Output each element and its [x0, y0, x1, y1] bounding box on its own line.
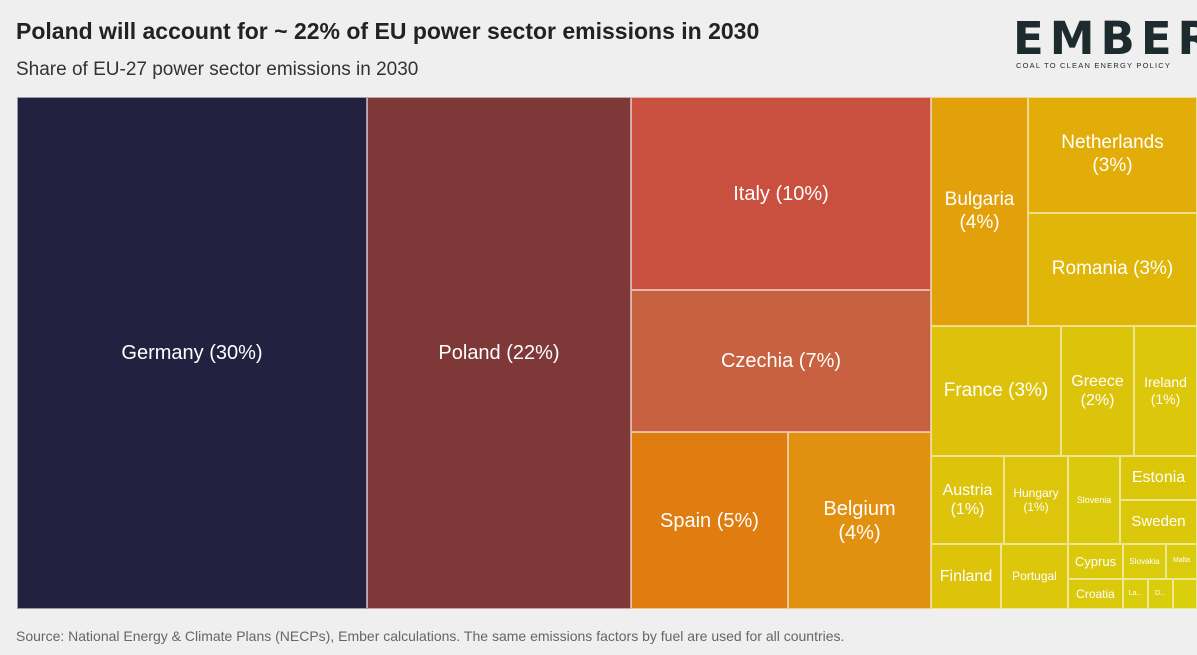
tile-france: France (3%) [931, 326, 1061, 456]
tile-finland: Finland [931, 544, 1001, 609]
tile-netherlands: Netherlands (3%) [1028, 97, 1197, 213]
tile-label-portugal: Portugal [1012, 569, 1057, 584]
tile-spain: Spain (5%) [631, 432, 788, 609]
tile-slovakia: Slovakia [1123, 544, 1166, 579]
tile-label-greece: Greece (2%) [1071, 372, 1124, 409]
tile-romania: Romania (3%) [1028, 213, 1197, 326]
tile-portugal: Portugal [1001, 544, 1068, 609]
tile-label-romania: Romania (3%) [1051, 258, 1174, 280]
tile-label-d: D... [1155, 589, 1166, 597]
tile-label-slovenia: Slovenia [1076, 494, 1112, 505]
tile-label-estonia: Estonia [1131, 469, 1186, 487]
tile-hungary: Hungary (1%) [1004, 456, 1068, 544]
tile-germany: Germany (30%) [17, 97, 367, 609]
source-note: Source: National Energy & Climate Plans … [16, 628, 845, 644]
tile-label-hungary: Hungary (1%) [1013, 485, 1059, 514]
treemap-chart: Germany (30%) Poland (22%) Italy (10%) Czec… [17, 97, 1197, 609]
tile-label-netherlands: Netherlands (3%) [1061, 132, 1164, 176]
chart-subtitle: Share of EU-27 power sector emissions in… [16, 59, 419, 80]
tile-label-spain: Spain (5%) [660, 509, 759, 532]
tile-label-ireland: Ireland (1%) [1144, 374, 1187, 407]
tile-label-finland: Finland [939, 567, 993, 585]
tile-austria: Austria (1%) [931, 456, 1004, 544]
tile-label-malta: Malta [1172, 557, 1191, 565]
tile-label-croatia: Croatia [1076, 586, 1115, 601]
tile-czechia: Czechia (7%) [631, 290, 931, 432]
tile-label-slovakia: Slovakia [1129, 556, 1160, 566]
tile-la: La... [1123, 579, 1148, 609]
tile-label-austria: Austria (1%) [942, 481, 993, 518]
tile-belgium: Belgium (4%) [788, 432, 931, 609]
tile-d: D... [1148, 579, 1173, 609]
tile-italy: Italy (10%) [631, 97, 931, 290]
tile-label-belgium: Belgium (4%) [823, 497, 896, 544]
tile-ireland: Ireland (1%) [1134, 326, 1197, 456]
chart-title: Poland will account for ~ 22% of EU powe… [16, 18, 760, 44]
tile-poland: Poland (22%) [367, 97, 631, 609]
tile-croatia: Croatia [1068, 579, 1123, 609]
tile-label-germany: Germany (30%) [121, 342, 263, 364]
tile-label-france: France (3%) [943, 379, 1049, 401]
tile-label-la: La... [1128, 589, 1143, 597]
logo-tagline: COAL TO CLEAN ENERGY POLICY [1016, 61, 1172, 70]
tile-sweden: Sweden [1120, 500, 1197, 544]
tile-bulgaria: Bulgaria (4%) [931, 97, 1028, 326]
tile-label-cyprus: Cyprus [1074, 553, 1117, 569]
tile-label-sweden: Sweden [1131, 513, 1186, 530]
tile-estonia: Estonia [1120, 456, 1197, 500]
tile-slovenia: Slovenia [1068, 456, 1120, 544]
tile-unlabeled [1173, 579, 1197, 609]
ember-logo: EMBER COAL TO CLEAN ENERGY POLICY [1013, 14, 1197, 74]
tile-label-bulgaria: Bulgaria (4%) [944, 188, 1015, 233]
tile-label-poland: Poland (22%) [438, 342, 560, 364]
tile-malta: Malta [1166, 544, 1197, 579]
tile-cyprus: Cyprus [1068, 544, 1123, 579]
logo-wordmark: EMBER [1013, 12, 1197, 65]
tile-label-czechia: Czechia (7%) [720, 350, 842, 372]
tile-greece: Greece (2%) [1061, 326, 1134, 456]
tile-label-italy: Italy (10%) [733, 182, 829, 205]
